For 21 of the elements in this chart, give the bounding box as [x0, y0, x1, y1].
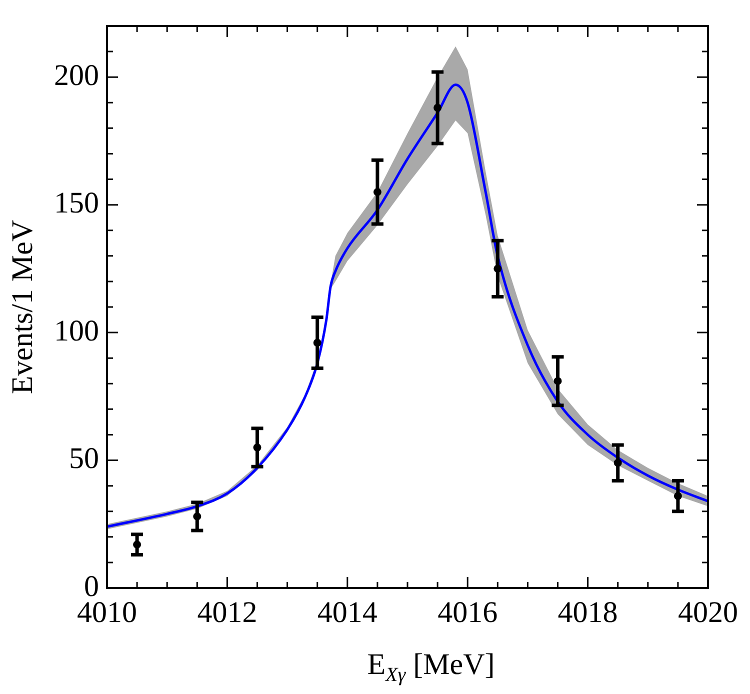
x-tick-label: 4016	[438, 596, 498, 629]
y-tick-label: 100	[54, 314, 99, 348]
point	[434, 104, 442, 112]
point	[373, 188, 382, 196]
point	[554, 377, 562, 386]
x-axis-title: E$_{Xγ}$ [MeV]	[366, 648, 496, 687]
y-axis-title: Events/1 MeV	[6, 220, 39, 394]
x-tick-label: 4014	[317, 596, 378, 629]
point	[253, 444, 262, 452]
point	[614, 458, 622, 467]
x-tick-label: 4012	[197, 596, 258, 629]
y-tick-label: 50	[69, 442, 99, 476]
point	[133, 540, 142, 549]
point	[193, 512, 202, 520]
y-tick-label: 150	[54, 186, 99, 220]
point	[674, 492, 682, 500]
y-tick-label: 200	[54, 58, 99, 92]
point	[494, 264, 502, 273]
x-tick-label: 4020	[678, 596, 738, 629]
point	[313, 338, 322, 347]
x-tick-label: 4018	[558, 596, 618, 629]
